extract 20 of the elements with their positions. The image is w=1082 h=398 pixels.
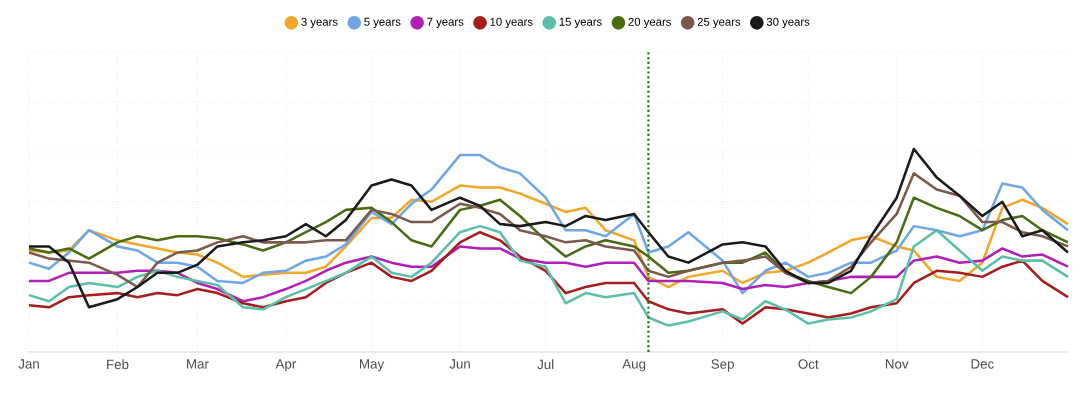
x-tick-label: May [360, 359, 385, 372]
x-tick-label: Apr [275, 359, 297, 372]
x-tick-label: Mar [187, 359, 209, 369]
x-tick-label: Feb [107, 359, 129, 370]
x-tick-label: Nov [885, 359, 909, 369]
legend-label: 30 years [766, 17, 810, 29]
legend-label: 10 years [490, 17, 533, 29]
x-tick-label: Aug [622, 359, 646, 372]
x-tick-label: Sep [711, 359, 734, 372]
legend-label: 20 years [628, 17, 672, 29]
legend-label: 3 years [301, 17, 338, 29]
legend-label: 25 years [697, 17, 741, 29]
x-tick-label: Jun [449, 359, 470, 369]
x-tick-label: Dec [971, 359, 994, 369]
legend-label: 15 years [559, 17, 602, 28]
x-tick-label: Jan [18, 359, 39, 369]
x-tick-label: Oct [798, 359, 819, 369]
legend-label: 5 years [364, 17, 401, 28]
legend-label: 7 years [427, 17, 464, 28]
x-tick-label: Jul [537, 359, 554, 370]
